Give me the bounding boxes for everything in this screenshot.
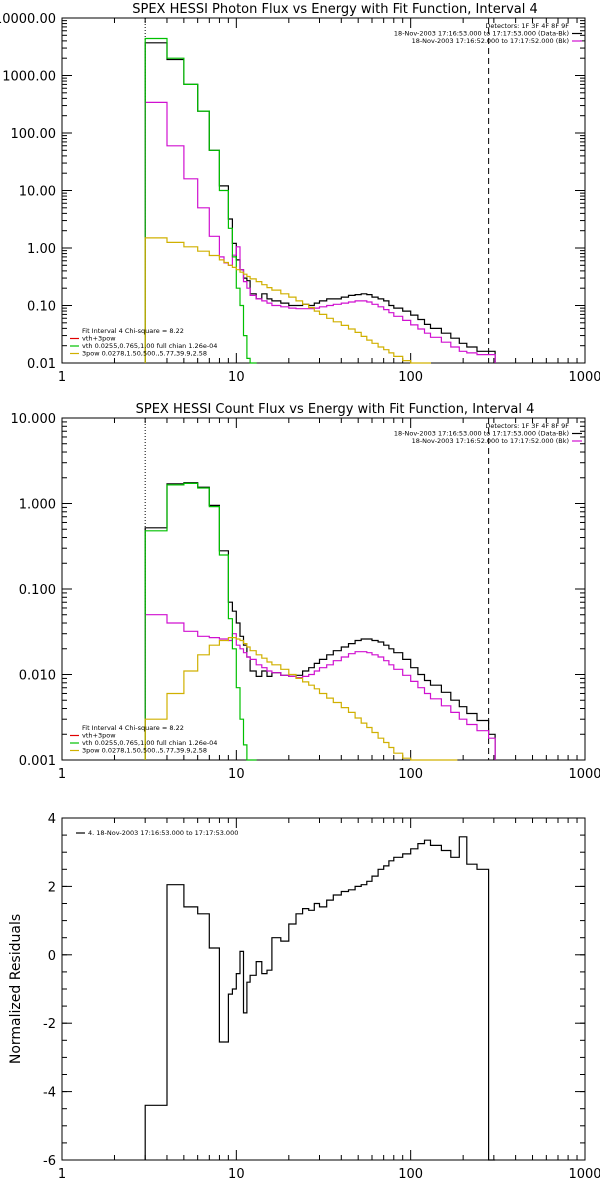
photon-flux-fit-legend-entry: Fit Interval 4 Chi-square = 8.22 [82, 327, 184, 335]
count-flux-y-tick-label: 0.001 [19, 754, 56, 769]
count-flux-fit-legend-entry: vth 0.0255,0.765,1.00 full chian 1.26e-0… [82, 739, 217, 747]
photon-flux-legend-entry: Detectors: 1F 3F 4F 8F 9F [485, 22, 569, 30]
photon-flux-x-tick-label: 1 [58, 370, 66, 385]
count-flux-y-tick-label: 10.000 [11, 412, 57, 427]
photon-flux-fit-legend-entry: vth 0.0255,0.765,1.00 full chian 1.26e-0… [82, 342, 217, 350]
photon-flux-y-tick-label: 0.10 [27, 300, 56, 315]
count-flux-y-tick-label: 0.010 [19, 669, 56, 684]
residuals-plot-area: 1 10 100 1000 -6 -4 -2 0 2 4 4. 18-Nov-2003 17:16:… [43, 812, 600, 1182]
residuals-y-tick-label: -6 [43, 1154, 56, 1169]
count-flux-fit-legend-entry: Fit Interval 4 Chi-square = 8.22 [82, 724, 184, 732]
photon-flux-title: SPEX HESSI Photon Flux vs Energy with Fi… [132, 2, 538, 17]
photon-flux-plot-frame [61, 17, 586, 364]
count-flux-x-tick-label: 10 [228, 767, 245, 782]
count-flux-series-1 [144, 614, 496, 760]
photon-flux-plot-area: 1 10 100 1000 0.01 0.10 1.00 10.00 100.00 1000.00… [0, 12, 600, 385]
photon-flux-y-tick-label: 1.00 [27, 242, 56, 257]
count-flux-x-tick-label: 1000 [568, 767, 600, 782]
photon-flux-y-tick-label: 0.01 [27, 357, 56, 372]
count-flux-legend-entry: 18-Nov-2003 17:16:52.000 to 17:17:52.000… [412, 437, 569, 445]
residuals-y-tick-label: -2 [43, 1017, 56, 1032]
photon-flux-y-tick-label: 1000.00 [2, 70, 56, 85]
count-flux-plot-area: 1 10 100 1000 0.001 0.010 0.100 1.000 10.000 Dete… [11, 412, 600, 782]
count-flux-fit-legend-entry: vth+3pow [82, 732, 116, 740]
residuals-series-0 [144, 836, 496, 1161]
count-flux-legend-entry: Detectors: 1F 3F 4F 8F 9F [485, 422, 569, 430]
count-flux-y-tick-label: 1.000 [19, 498, 56, 513]
count-flux-fit-legend-entry: 3pow 0.0278,1.50,500.,5.77,39.9,2.58 [82, 747, 207, 755]
photon-flux-series-3 [144, 237, 431, 364]
residuals-x-tick-label: 100 [398, 1167, 423, 1182]
photon-flux-panel: SPEX HESSI Photon Flux vs Energy with Fi… [0, 2, 600, 385]
residuals-x-tick-label: 1 [58, 1167, 66, 1182]
photon-flux-series-2 [144, 37, 257, 364]
photon-flux-legend-entry: 18-Nov-2003 17:16:53.000 to 17:17:53.000… [394, 30, 569, 38]
residuals-y-axis-label: Normalized Residuals [8, 914, 24, 1064]
count-flux-legend-entry: 18-Nov-2003 17:16:53.000 to 17:17:53.000… [394, 430, 569, 438]
residuals-x-tick-label: 10 [228, 1167, 245, 1182]
count-flux-panel: SPEX HESSI Count Flux vs Energy with Fit… [11, 402, 600, 782]
residuals-y-tick-label: 0 [48, 949, 56, 964]
photon-flux-y-tick-label: 10000.00 [0, 12, 56, 27]
count-flux-title: SPEX HESSI Count Flux vs Energy with Fit… [136, 402, 535, 417]
residuals-y-tick-label: 4 [48, 812, 56, 827]
residuals-x-tick-label: 1000 [568, 1167, 600, 1182]
count-flux-series-3 [144, 637, 458, 761]
photon-flux-series-0 [144, 42, 496, 363]
residuals-y-tick-label: 2 [48, 880, 56, 895]
photon-flux-x-tick-label: 10 [228, 370, 245, 385]
photon-flux-y-tick-label: 10.00 [19, 185, 56, 200]
photon-flux-y-tick-label: 100.00 [11, 127, 57, 142]
photon-flux-series-1 [144, 101, 496, 363]
residuals-plot-frame [61, 817, 586, 1161]
photon-flux-x-tick-label: 100 [398, 370, 423, 385]
count-flux-plot-frame [61, 417, 586, 761]
count-flux-y-tick-label: 0.100 [19, 583, 56, 598]
photon-flux-x-tick-label: 1000 [568, 370, 600, 385]
photon-flux-fit-legend-entry: 3pow 0.0278,1.50,500.,5.77,39.9,2.58 [82, 350, 207, 358]
residuals-y-tick-label: -4 [43, 1086, 56, 1101]
count-flux-x-tick-label: 1 [58, 767, 66, 782]
count-flux-series-2 [144, 482, 257, 761]
residuals-panel: Normalized Residuals 1 10 100 1000 -6 -4 -2 0 2 4… [8, 812, 600, 1182]
photon-flux-fit-legend-entry: vth+3pow [82, 335, 116, 343]
count-flux-series-0 [144, 482, 496, 760]
count-flux-x-tick-label: 100 [398, 767, 423, 782]
residuals-legend-entry: 4. 18-Nov-2003 17:16:53.000 to 17:17:53.… [88, 829, 238, 837]
photon-flux-legend-entry: 18-Nov-2003 17:16:52.000 to 17:17:52.000… [412, 37, 569, 45]
